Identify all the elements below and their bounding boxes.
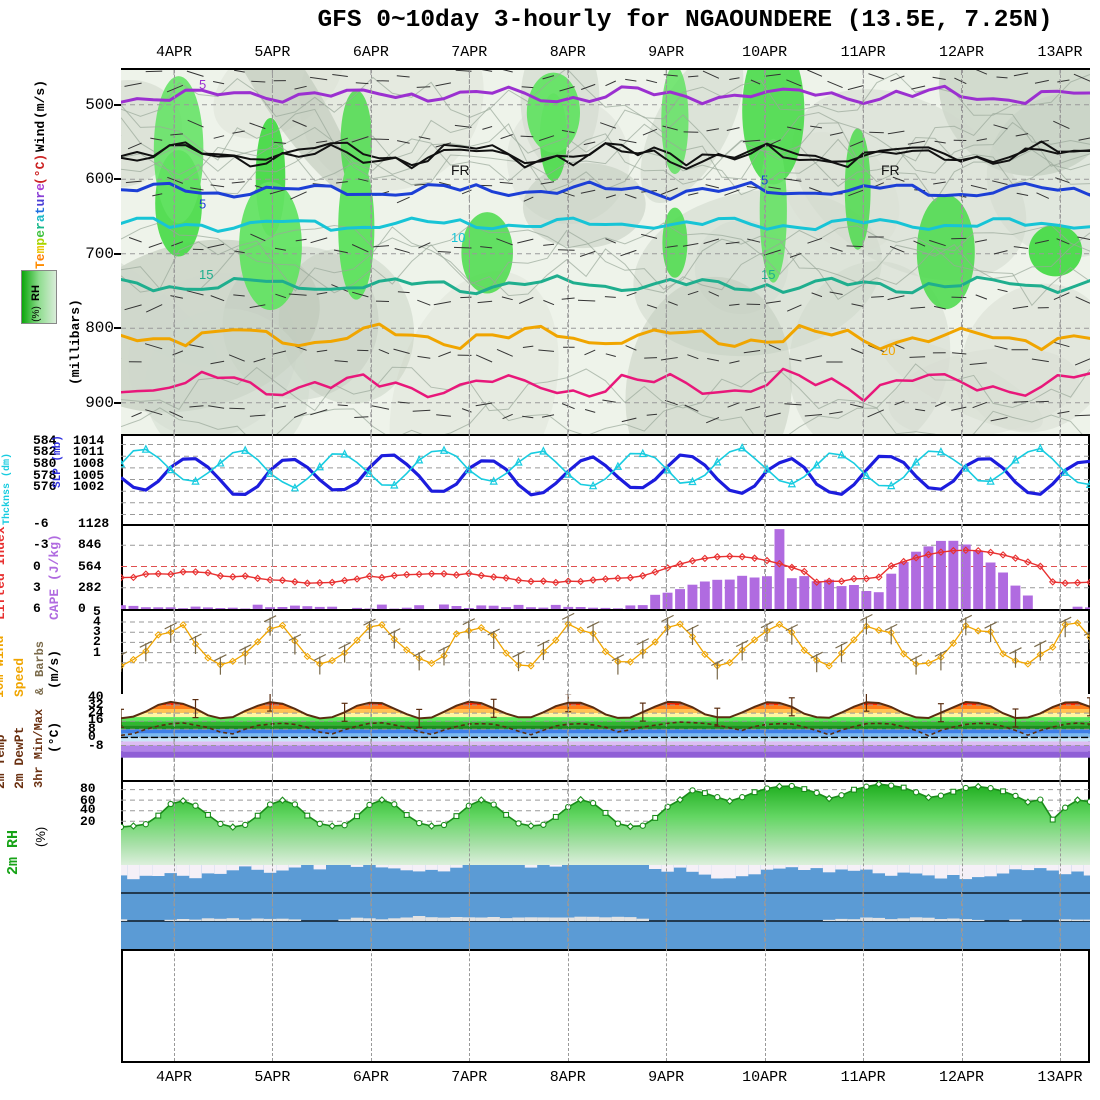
svg-text:RH: RH [30, 285, 42, 301]
svg-text:FR: FR [451, 162, 470, 178]
svg-text:15: 15 [761, 267, 775, 282]
svg-text:5: 5 [199, 77, 206, 92]
svg-text:15: 15 [199, 267, 213, 282]
svg-text:(%): (%) [31, 306, 42, 322]
svg-text:20: 20 [881, 343, 895, 358]
svg-text:5: 5 [199, 196, 206, 211]
svg-text:FR: FR [881, 162, 900, 178]
svg-text:10: 10 [451, 230, 465, 245]
